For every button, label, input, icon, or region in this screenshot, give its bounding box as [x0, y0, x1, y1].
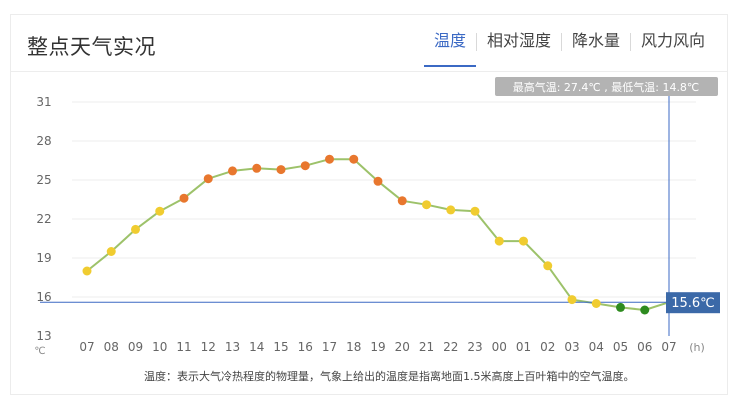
x-tick-label: 12	[201, 340, 216, 354]
x-tick-label: 08	[104, 340, 119, 354]
x-tick-label: 17	[322, 340, 337, 354]
data-point	[82, 266, 92, 276]
x-tick-label: 01	[516, 340, 531, 354]
data-point	[276, 165, 286, 175]
x-tick-label: 21	[419, 340, 434, 354]
tab-wind[interactable]: 风力风向	[640, 31, 705, 50]
tab-humidity[interactable]: 相对湿度	[486, 31, 551, 50]
x-tick-label: 11	[176, 340, 191, 354]
data-point	[494, 236, 504, 246]
y-tick-label: 19	[36, 251, 51, 265]
y-unit-label: ℃	[34, 346, 45, 357]
chart-footnote: 温度：表示大气冷热程度的物理量，气象上给出的温度是指离地面1.5米高度上百叶箱中…	[144, 370, 635, 383]
current-value-badge	[666, 292, 720, 314]
tab-divider	[629, 33, 631, 51]
x-tick-label: 23	[467, 340, 482, 354]
data-point	[640, 305, 650, 315]
summary-tooltip-bg	[495, 77, 718, 96]
x-tick-label: 06	[637, 340, 652, 354]
x-tick-label: 03	[564, 340, 579, 354]
x-tick-label: 22	[443, 340, 458, 354]
x-tick-label: 09	[128, 340, 143, 354]
data-point	[252, 163, 262, 173]
data-point	[591, 299, 601, 308]
summary-tooltip-text: 最高气温: 27.4℃ , 最低气温: 14.8℃	[513, 80, 700, 94]
x-tick-label: 19	[370, 340, 385, 354]
x-tick-label: 00	[492, 340, 507, 354]
x-tick-label: 02	[540, 340, 555, 354]
y-tick-label: 31	[36, 95, 51, 109]
x-tick-label: 13	[225, 340, 240, 354]
x-tick-label: 15	[273, 340, 288, 354]
y-tick-label: 13	[36, 329, 51, 343]
y-tick-label: 25	[36, 173, 51, 187]
data-point	[228, 166, 237, 176]
y-tick-label: 16	[36, 290, 51, 304]
tab-divider	[475, 33, 477, 51]
data-point	[300, 161, 310, 171]
data-point	[470, 206, 480, 216]
card-header: 整点天气实况 温度 相对湿度 降水量 风力风向	[11, 15, 727, 72]
data-point	[203, 174, 213, 184]
y-tick-label: 28	[36, 134, 51, 148]
data-point	[543, 261, 553, 271]
summary-tooltip: 最高气温: 27.4℃ , 最低气温: 14.8℃	[495, 77, 718, 96]
data-point	[179, 193, 189, 203]
data-point	[519, 236, 528, 246]
x-unit-label: (h)	[689, 341, 705, 354]
y-tick-label: 22	[36, 212, 51, 226]
tab-divider	[560, 33, 562, 51]
data-point	[106, 247, 116, 256]
x-tick-label: 18	[346, 340, 361, 354]
tab-bar: 温度 相对湿度 降水量 风力风向	[423, 31, 715, 67]
data-point	[325, 154, 334, 164]
page-title: 整点天气实况	[27, 35, 156, 59]
data-point	[422, 200, 431, 210]
data-point	[131, 224, 140, 234]
data-point	[397, 196, 407, 206]
tab-precipitation[interactable]: 降水量	[571, 31, 620, 50]
x-tick-label: 05	[613, 340, 628, 354]
data-point	[155, 206, 165, 216]
tab-temperature[interactable]: 温度	[423, 31, 476, 67]
data-point	[567, 295, 577, 305]
x-tick-label: 10	[152, 340, 167, 354]
data-point	[446, 205, 456, 215]
x-tick-label: 07	[661, 340, 676, 354]
x-tick-label: 04	[589, 340, 604, 354]
data-point	[349, 154, 359, 164]
x-tick-label: 14	[249, 340, 264, 354]
x-tick-label: 20	[395, 340, 410, 354]
x-tick-label: 16	[298, 340, 313, 354]
x-tick-label: 07	[79, 340, 94, 354]
data-point	[373, 176, 383, 186]
current-value-label: 15.6℃	[671, 296, 715, 311]
data-point	[616, 302, 625, 312]
